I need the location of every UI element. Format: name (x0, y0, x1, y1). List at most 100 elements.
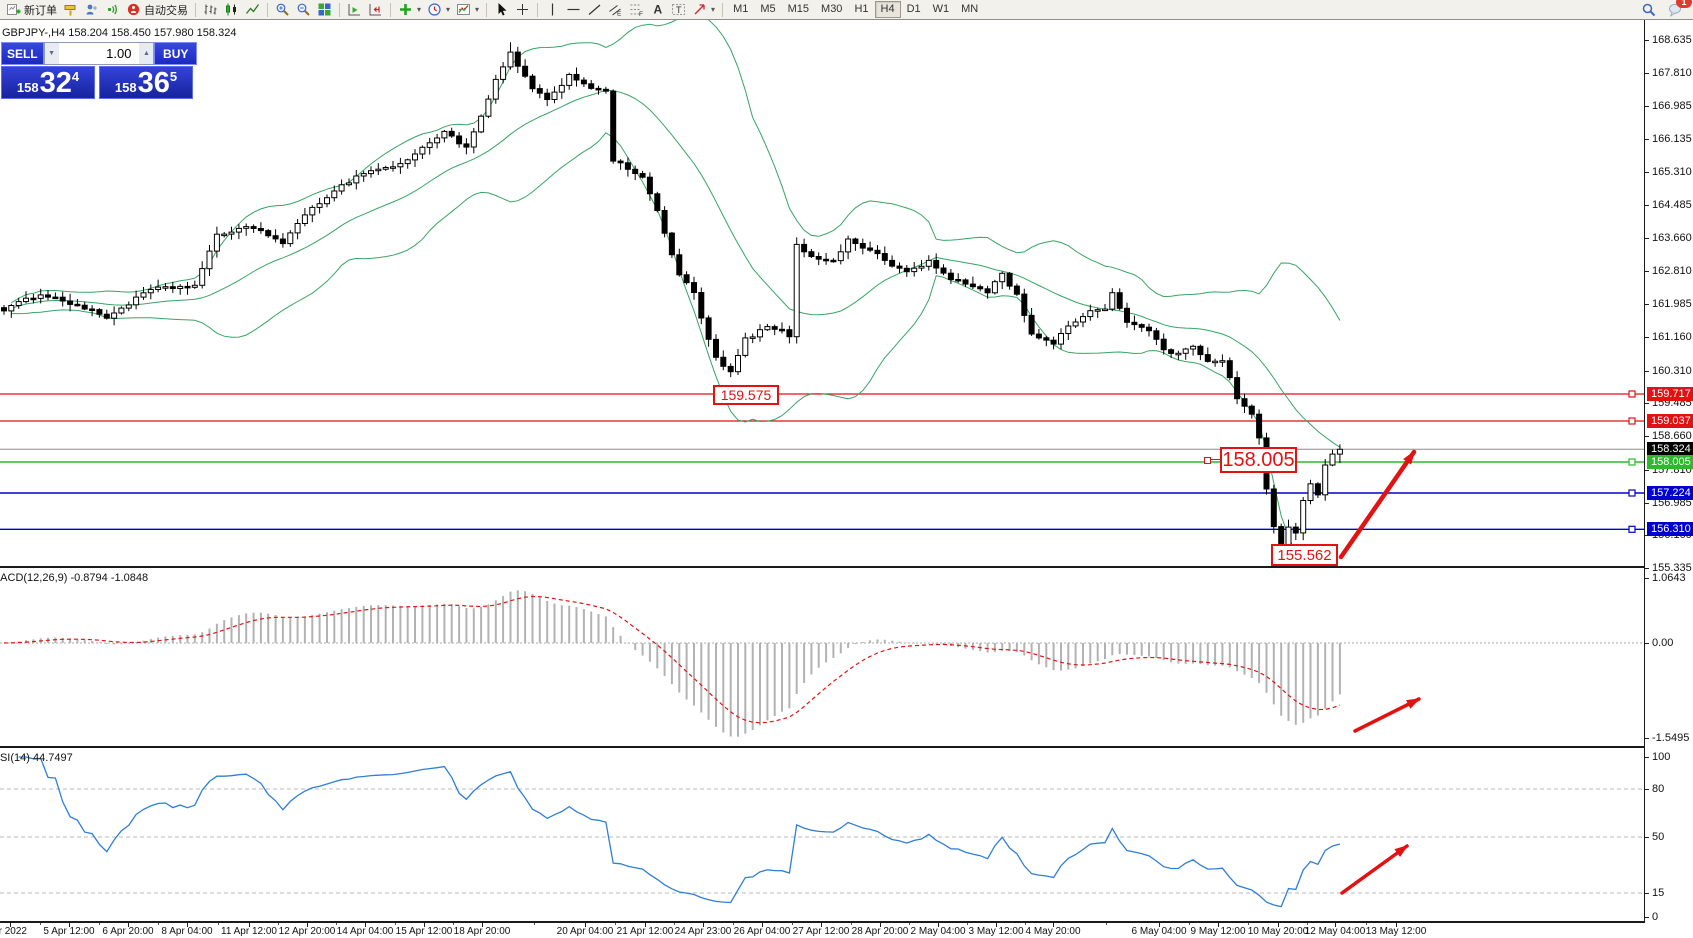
macd-chart-canvas[interactable] (0, 568, 1644, 746)
sell-price[interactable]: 158 32 4 (1, 66, 95, 99)
channel-tool-button[interactable]: E (605, 0, 626, 19)
time-minor-tick (615, 923, 616, 925)
tile-windows-button[interactable] (314, 0, 335, 19)
price-tick-label: 165.310 (1652, 166, 1692, 178)
line-anchor-square[interactable] (1628, 458, 1636, 466)
price-level-tag[interactable]: 157.224 (1647, 486, 1693, 500)
notifications-button[interactable]: 1 (1665, 0, 1692, 19)
bar-chart-button[interactable] (200, 0, 221, 19)
volume-increase-button[interactable]: ▲ (139, 43, 154, 64)
time-tick (1159, 923, 1160, 927)
text-label-tool-button[interactable]: T (668, 0, 689, 19)
price-level-tag[interactable]: 159.717 (1647, 387, 1693, 401)
indicator-axis-tick (1645, 789, 1649, 790)
profiles-icon (86, 4, 97, 15)
macd-indicator-panel[interactable]: MACD(12,26,9) -0.8794 -1.0848 (0, 568, 1644, 748)
trendline-icon (588, 4, 601, 15)
timeframe-h1[interactable]: H1 (854, 3, 869, 15)
price-chart-panel[interactable]: GBPJPY-,H4 158.204 158.450 157.980 158.3… (0, 20, 1644, 568)
fibonacci-tool-button[interactable]: F (626, 0, 647, 19)
candlestick-chart-canvas[interactable] (0, 20, 1644, 566)
price-level-tag[interactable]: 158.005 (1647, 455, 1693, 469)
crosshair-tool-button[interactable] (512, 0, 533, 19)
price-tick (1645, 470, 1649, 471)
time-minor-tick (1366, 923, 1367, 925)
channel-icon: E (609, 5, 622, 17)
dropdown-caret-icon: ▾ (711, 5, 716, 14)
buy-price[interactable]: 158 36 5 (99, 66, 193, 99)
time-axis-label: 3 May 12:00 (968, 926, 1024, 937)
price-level-tag[interactable]: 159.037 (1647, 414, 1693, 428)
auto-scroll-button[interactable] (344, 0, 365, 19)
price-tick-label: 161.160 (1652, 331, 1692, 343)
new-order-button[interactable]: 新订单 (3, 0, 60, 19)
search-button[interactable] (1638, 0, 1659, 19)
line-anchor-square[interactable] (1628, 525, 1636, 533)
toolbar-separator (486, 2, 488, 17)
text-tool-button[interactable]: A (647, 0, 668, 19)
new-order-button-label: 新订单 (24, 4, 57, 17)
dropdown-caret-icon: ▾ (475, 5, 480, 14)
zoom-in-button[interactable] (272, 0, 293, 19)
trend-arrow[interactable] (1340, 844, 1409, 895)
line-anchor-square[interactable] (1628, 489, 1636, 497)
price-annotation[interactable]: 159.575 (713, 385, 779, 405)
line-chart-button[interactable] (242, 0, 263, 19)
trendline-tool-button[interactable] (584, 0, 605, 19)
time-axis[interactable]: pr 2022 5 Apr 12:00 6 Apr 20:00 8 Apr 04:00… (0, 923, 1693, 938)
trend-arrow[interactable] (1338, 449, 1417, 560)
timeframe-w1[interactable]: W1 (932, 3, 950, 15)
time-axis-label: 5 Apr 12:00 (43, 926, 95, 937)
timeframe-m1[interactable]: M1 (733, 3, 749, 15)
cursor-tool-button[interactable] (491, 0, 512, 19)
volume-decrease-button[interactable]: ▼ (44, 43, 59, 64)
price-level-tag[interactable]: 158.324 (1647, 442, 1693, 456)
horizontal-line-tool-button[interactable] (563, 0, 584, 19)
zoom-out-button[interactable] (293, 0, 314, 19)
price-tick (1645, 304, 1649, 305)
chart-shift-icon (369, 4, 381, 16)
periods-button[interactable]: ▾ (424, 0, 453, 19)
time-tick (703, 923, 704, 927)
arrows-tool-button[interactable]: ▾ (689, 0, 718, 19)
price-annotation[interactable]: 155.562 (1271, 544, 1338, 566)
macd-indicator-label: MACD(12,26,9) -0.8794 -1.0848 (0, 572, 149, 584)
time-minor-tick (158, 923, 159, 925)
buy-button[interactable]: BUY (154, 42, 198, 65)
line-anchor-square[interactable] (1628, 417, 1636, 425)
trend-arrow-head (1403, 450, 1416, 465)
sell-button[interactable]: SELL (1, 42, 44, 65)
line-anchor-square[interactable] (1628, 390, 1636, 398)
timeframe-m30[interactable]: M30 (821, 3, 843, 15)
timeframe-m5[interactable]: M5 (760, 3, 776, 15)
autotrading-button[interactable]: 自动交易 (123, 0, 191, 19)
alerts-button[interactable] (102, 0, 123, 19)
toolbar-right: 1 (1638, 0, 1692, 19)
styler-button[interactable] (60, 0, 81, 19)
add-indicator-button[interactable]: ▾ (395, 0, 424, 19)
time-axis-label: 6 May 04:00 (1131, 926, 1187, 937)
price-axis[interactable]: 168.635 167.810 166.985 166.135 165.310 164.4… (1644, 20, 1693, 923)
vertical-line-tool-button[interactable] (542, 0, 563, 19)
timeframe-d1[interactable]: D1 (906, 3, 921, 15)
price-level-tag[interactable]: 156.310 (1647, 522, 1693, 536)
bar-chart-icon (204, 4, 217, 15)
timeframe-mn[interactable]: MN (961, 3, 979, 15)
time-minor-tick (1307, 923, 1308, 925)
alerts-icon (107, 4, 117, 15)
chart-shift-button[interactable] (365, 0, 386, 19)
timeframe-h4[interactable]: H4 (874, 1, 901, 18)
templates-button[interactable]: ▾ (453, 0, 482, 19)
rsi-indicator-panel[interactable]: RSI(14) 44.7497 (0, 748, 1644, 923)
text-icon: A (654, 3, 663, 17)
annotation-anchor-square (1204, 457, 1211, 464)
profiles-button[interactable] (81, 0, 102, 19)
rsi-chart-canvas[interactable] (0, 748, 1644, 921)
candlestick-chart-button[interactable] (221, 0, 242, 19)
volume-input[interactable] (58, 43, 140, 64)
price-annotation[interactable]: 158.005 (1220, 447, 1297, 473)
time-minor-tick (851, 923, 852, 925)
time-minor-tick (218, 923, 219, 925)
timeframe-m15[interactable]: M15 (787, 3, 810, 15)
